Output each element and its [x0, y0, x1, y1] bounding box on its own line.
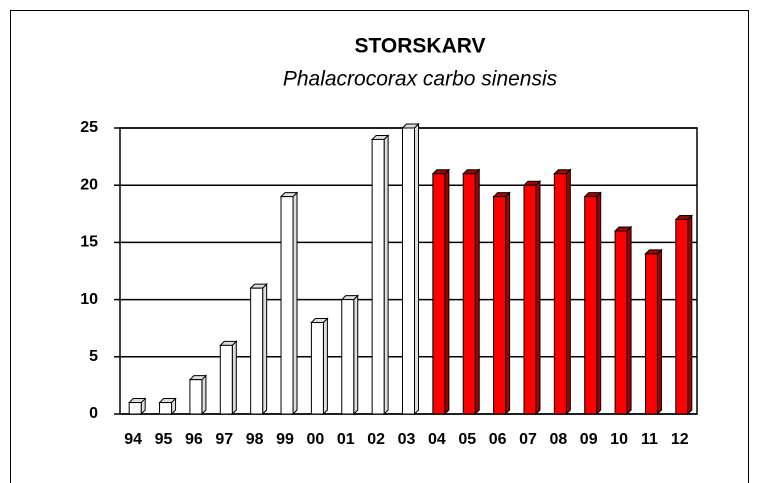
- chart-title: STORSKARV: [354, 35, 485, 58]
- x-tick-label: 03: [398, 431, 416, 448]
- bar-side: [565, 168, 571, 416]
- bar: [614, 230, 628, 415]
- bar-side: [353, 294, 359, 416]
- x-tick-label: 04: [428, 431, 446, 448]
- bar: [128, 402, 142, 415]
- bar: [310, 321, 324, 415]
- bar: [402, 127, 415, 415]
- y-tick-label: 20: [80, 176, 98, 193]
- x-tick-label: 94: [124, 431, 142, 448]
- x-tick-label: 97: [215, 431, 233, 448]
- x-tick-label: 00: [306, 431, 324, 448]
- x-tick-label: 09: [580, 431, 598, 448]
- bar-side: [201, 374, 207, 416]
- x-tick-label: 10: [610, 431, 628, 448]
- x-tick-label: 02: [367, 431, 385, 448]
- bar-side: [414, 122, 419, 416]
- x-tick-label: 96: [185, 431, 203, 448]
- bar-side: [505, 191, 511, 416]
- x-tick-label: 01: [337, 431, 355, 448]
- x-tick-label: 12: [671, 431, 689, 448]
- y-tick-label: 25: [80, 119, 98, 136]
- x-tick-label: 98: [246, 431, 264, 448]
- bar-side: [535, 179, 541, 416]
- bar: [675, 219, 689, 415]
- chart-subtitle: Phalacrocorax carbo sinensis: [283, 68, 558, 91]
- bar-side: [231, 340, 237, 416]
- x-tick-label: 99: [276, 431, 294, 448]
- bar: [219, 344, 233, 415]
- x-tick-label: 11: [641, 431, 658, 448]
- y-tick-label: 10: [80, 291, 98, 308]
- bar-side: [656, 248, 662, 416]
- y-tick-label: 5: [89, 348, 98, 365]
- y-tick-label: 15: [80, 234, 98, 251]
- bar: [341, 299, 355, 415]
- bar: [553, 173, 567, 415]
- bar-side: [626, 225, 632, 416]
- x-tick-label: 07: [519, 431, 537, 448]
- bar: [493, 196, 507, 415]
- bar: [584, 196, 598, 415]
- bar: [462, 173, 476, 415]
- bar: [432, 173, 446, 415]
- bar-side: [292, 191, 298, 416]
- bar-side: [322, 317, 328, 416]
- y-tick-label: 0: [89, 405, 98, 422]
- bar: [523, 184, 537, 415]
- bar: [189, 379, 203, 415]
- bar-side: [474, 168, 480, 416]
- bar: [159, 402, 173, 415]
- x-tick-label: 08: [549, 431, 567, 448]
- bar-side: [687, 214, 693, 416]
- bar: [250, 287, 264, 415]
- bar-side: [444, 168, 450, 416]
- x-tick-label: 06: [489, 431, 507, 448]
- x-tick-label: 95: [155, 431, 173, 448]
- bar-side: [383, 134, 389, 416]
- bar-side: [596, 191, 602, 416]
- bar: [280, 196, 294, 415]
- bar: [644, 253, 658, 415]
- bar-side: [262, 282, 268, 416]
- bar: [371, 138, 385, 415]
- x-tick-label: 05: [458, 431, 476, 448]
